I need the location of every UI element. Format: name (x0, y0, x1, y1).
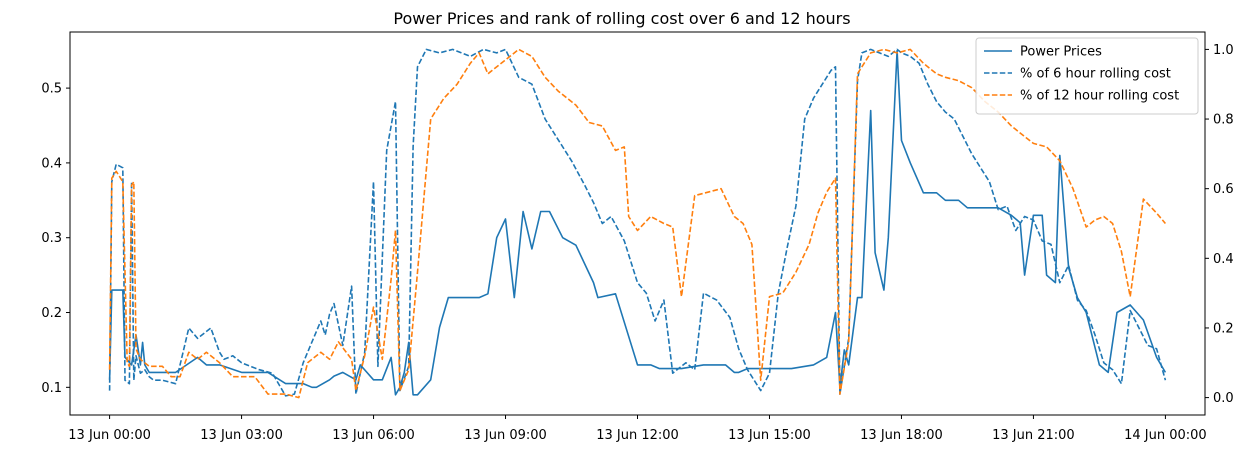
y-tick-label: 0.3 (41, 231, 62, 246)
legend-box (975, 37, 1199, 115)
x-tick-label: 14 Jun 00:00 (1124, 428, 1207, 443)
y2-tick-label: 1.0 (1213, 43, 1234, 58)
x-tick-label: 13 Jun 15:00 (728, 428, 811, 443)
y-tick-label: 0.2 (41, 306, 62, 321)
y2-tick-label: 0.0 (1213, 391, 1234, 406)
y2-tick-label: 0.4 (1213, 252, 1234, 267)
legend: Power Prices % of 6 hour rolling cost % of… (975, 37, 1199, 115)
y-tick-label: 0.5 (41, 82, 62, 97)
series-line-power-prices (108, 49, 1167, 396)
y-tick-label: 0.4 (41, 156, 62, 171)
legend-label-of-6-hour-rolling-cost: % of 6 hour rolling cost (1020, 67, 1171, 82)
x-tick-label: 13 Jun 21:00 (992, 428, 1075, 443)
legend-label-of-12-hour-rolling-cost: % of 12 hour rolling cost (1020, 89, 1179, 104)
x-axis: 13 Jun 00:00 13 Jun 03:00 13 Jun 06:00 13 J… (68, 415, 1207, 443)
series-line-of-12-hour-rolling-cost (108, 48, 1167, 399)
x-tick-label: 13 Jun 06:00 (332, 428, 415, 443)
y2-tick-label: 0.8 (1213, 113, 1234, 128)
x-tick-label: 13 Jun 03:00 (200, 428, 283, 443)
x-tick-label: 13 Jun 09:00 (464, 428, 547, 443)
series-line-of-6-hour-rolling-cost (108, 48, 1167, 397)
y2-tick-label: 0.2 (1213, 321, 1234, 336)
x-tick-label: 13 Jun 00:00 (68, 428, 151, 443)
y-axis-right: 0.0 0.2 0.4 0.6 0.8 1.0 (1205, 43, 1234, 406)
x-tick-label: 13 Jun 18:00 (860, 428, 943, 443)
plot-lines (108, 48, 1167, 399)
y-axis-left: 0.1 0.2 0.3 0.4 0.5 (41, 82, 70, 396)
y-tick-label: 0.1 (41, 381, 62, 396)
y2-tick-label: 0.6 (1213, 182, 1234, 197)
x-tick-label: 13 Jun 12:00 (596, 428, 679, 443)
legend-label-power-prices: Power Prices (1020, 45, 1102, 60)
chart-title: Power Prices and rank of rolling cost ov… (393, 9, 850, 28)
